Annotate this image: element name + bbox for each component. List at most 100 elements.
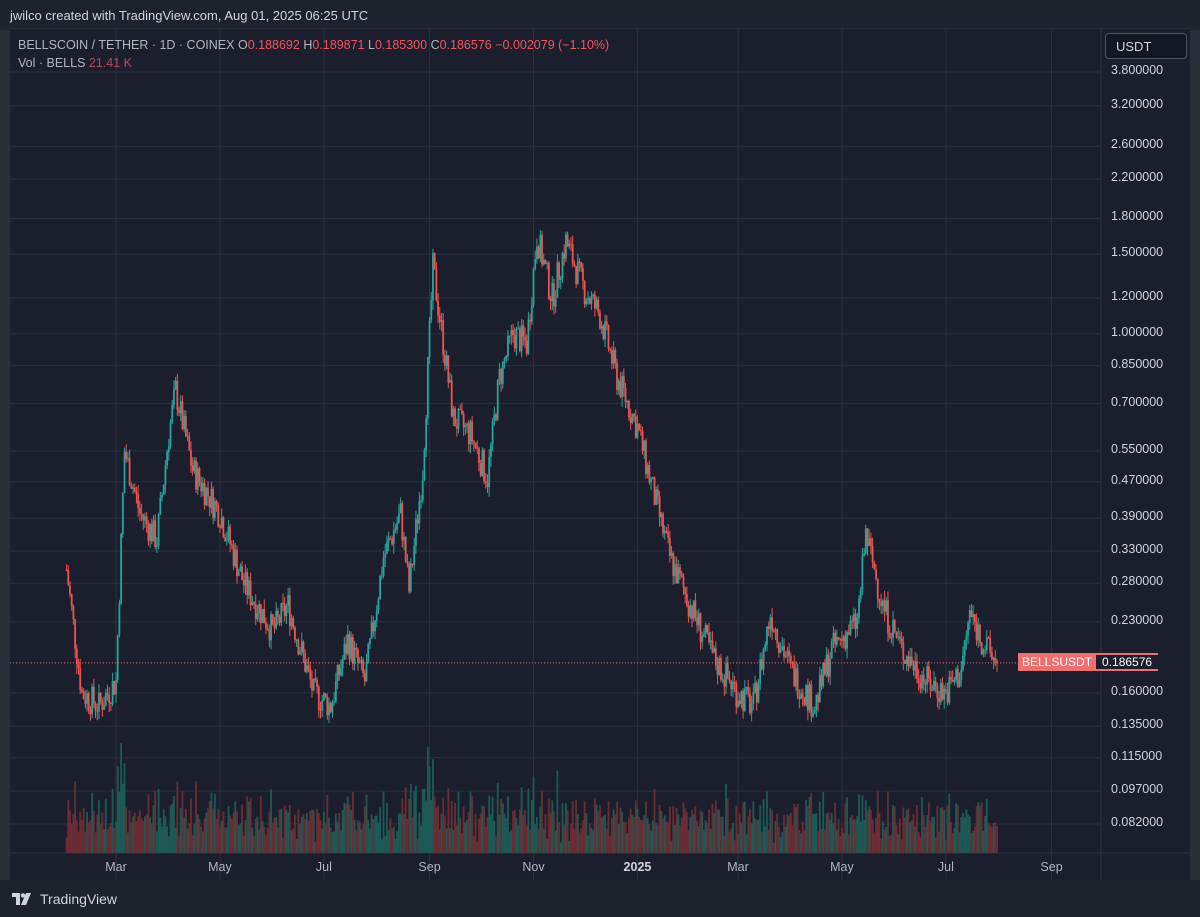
candle-body (70, 594, 73, 606)
candle-body (283, 603, 286, 616)
candle-body (423, 449, 426, 480)
candle-body (781, 646, 784, 650)
volume-bar (387, 830, 390, 853)
candle-body (593, 294, 596, 309)
candle-body (904, 659, 906, 664)
volume-bar (720, 816, 722, 853)
volume-bar (674, 824, 676, 853)
candle-body (191, 465, 194, 472)
volume-bar (478, 818, 480, 853)
candle-body (595, 300, 598, 309)
candle-body (934, 680, 937, 687)
candle-body (215, 501, 218, 505)
volume-bar (609, 835, 612, 853)
volume-bar (740, 822, 743, 853)
volume-bar (409, 784, 412, 853)
candle-body (868, 538, 871, 546)
price-chart[interactable] (10, 29, 1190, 881)
volume-bar (144, 816, 146, 853)
volume-bar (793, 803, 796, 853)
candle-body (570, 243, 572, 245)
candle-body (910, 656, 913, 665)
volume-bar (849, 817, 852, 853)
candle-body (762, 648, 765, 669)
volume-bar (106, 828, 109, 853)
candle-body (208, 496, 211, 508)
candle-body (609, 348, 612, 350)
tradingview-logo[interactable]: TradingView (12, 891, 117, 907)
volume-bar (953, 828, 956, 853)
volume-bar (157, 789, 160, 853)
candle-body (435, 269, 438, 301)
volume-bar (651, 820, 654, 853)
price-tick-label: 3.800000 (1111, 63, 1164, 77)
candle-body (813, 710, 816, 714)
volume-bar (610, 818, 613, 853)
volume-bar (351, 791, 354, 853)
candle-body (488, 456, 491, 488)
volume-bar (621, 811, 624, 853)
volume-bar (927, 802, 930, 853)
price-tick-label: 1.000000 (1111, 324, 1164, 339)
candle-body (721, 679, 724, 681)
time-tick-label: Jul (315, 860, 332, 874)
volume-bar (844, 803, 847, 853)
currency-selector[interactable]: USDT (1105, 33, 1187, 59)
volume-bar (950, 821, 952, 853)
candle-body (263, 609, 266, 624)
volume-bar (559, 842, 562, 853)
volume-bar (374, 815, 376, 853)
volume-bar (895, 825, 898, 853)
legend-symbol[interactable]: BELLSCOIN / TETHER · 1D · COINEX (18, 38, 235, 52)
volume-bar (880, 838, 883, 853)
volume-bar (568, 841, 571, 853)
volume-bar (854, 819, 857, 853)
candle-body (161, 494, 163, 498)
candle-body (474, 442, 477, 448)
volume-bar (582, 820, 584, 853)
candle-body (943, 688, 946, 700)
volume-bar (442, 797, 445, 853)
candle-body (138, 507, 141, 514)
volume-bar (300, 816, 303, 853)
volume-bar (626, 833, 629, 853)
candle-body (718, 657, 721, 675)
volume-bar (290, 830, 293, 853)
candle-body (389, 538, 392, 540)
legend-volume-label[interactable]: Vol · BELLS (18, 56, 86, 70)
volume-bar (118, 791, 121, 853)
candle-body (663, 530, 666, 534)
chart-pane[interactable] (10, 28, 1190, 881)
candle-body (614, 350, 617, 363)
volume-bar (428, 766, 431, 853)
volume-bar (518, 809, 521, 853)
candle-body (703, 633, 705, 637)
volume-bar (297, 809, 300, 853)
volume-bar (99, 823, 102, 853)
candle-body (176, 380, 179, 410)
candle-body (873, 562, 876, 570)
volume-bar (249, 797, 252, 853)
candle-body (67, 570, 70, 586)
volume-bar (890, 834, 893, 853)
candle-body (871, 546, 874, 563)
volume-bar (653, 788, 656, 853)
volume-bar (150, 823, 153, 853)
volume-bar (561, 803, 564, 853)
volume-bar (365, 794, 368, 853)
volume-bar (706, 822, 709, 853)
candle-body (193, 460, 196, 472)
volume-bar (892, 805, 894, 853)
candle-body (633, 413, 635, 417)
candle-body (89, 709, 92, 715)
candle-body (682, 576, 685, 588)
volume-bar (604, 815, 606, 853)
volume-bar (680, 817, 683, 853)
candle-body (181, 401, 184, 430)
candle-body (691, 605, 693, 619)
candle-body (196, 468, 199, 490)
candle-body (573, 263, 576, 266)
volume-bar (737, 833, 739, 853)
candle-body (491, 421, 494, 445)
volume-bar (936, 805, 939, 853)
